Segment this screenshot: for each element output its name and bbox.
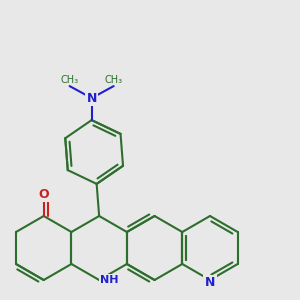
Text: N: N bbox=[86, 92, 97, 105]
Text: CH₃: CH₃ bbox=[105, 75, 123, 85]
Text: CH₃: CH₃ bbox=[61, 75, 79, 85]
Text: O: O bbox=[38, 188, 49, 200]
Text: NH: NH bbox=[100, 275, 118, 285]
Text: N: N bbox=[205, 277, 215, 290]
